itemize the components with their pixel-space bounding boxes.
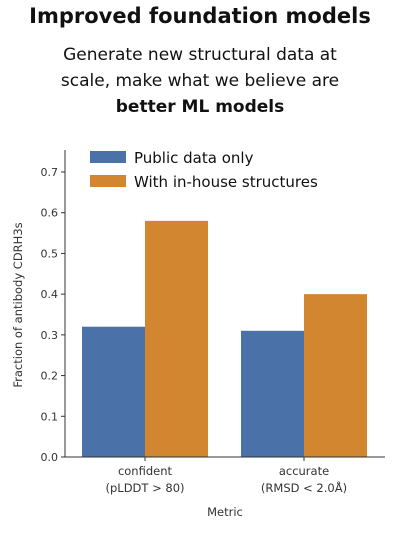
bar-inhouse-0	[145, 220, 208, 457]
y-tick-label: 0.1	[41, 410, 59, 423]
legend-swatch-1	[90, 175, 126, 187]
bar-inhouse-1	[304, 294, 367, 457]
y-tick-label: 0.5	[41, 247, 59, 260]
bar-public-0	[82, 326, 145, 457]
y-tick-label: 0.7	[41, 166, 59, 179]
legend-label-0: Public data only	[134, 149, 254, 167]
bar-public-1	[241, 330, 304, 457]
slide-title: Improved foundation models	[29, 4, 371, 28]
legend-swatch-0	[90, 151, 126, 163]
x-tick-label-sub: (RMSD < 2.0Å)	[261, 480, 347, 495]
y-tick-label: 0.0	[41, 451, 59, 464]
slide-subtitle: Generate new structural data at scale, m…	[0, 42, 400, 120]
subtitle-line-2: scale, make what we believe are	[60, 71, 340, 91]
y-axis-title: Fraction of antibody CDRH3s	[11, 222, 25, 387]
subtitle-line-1: Generate new structural data at	[63, 45, 337, 65]
y-tick-label: 0.3	[41, 329, 59, 342]
y-tick-label: 0.4	[41, 288, 59, 301]
x-tick-label-sub: (pLDDT > 80)	[106, 481, 185, 495]
x-tick-label: confident	[118, 464, 173, 478]
legend-label-1: With in-house structures	[134, 173, 318, 191]
y-tick-label: 0.6	[41, 207, 59, 220]
x-tick-label: accurate	[279, 464, 329, 478]
y-tick-label: 0.2	[41, 370, 59, 383]
x-axis-title: Metric	[207, 505, 243, 519]
subtitle-bold: better ML models	[115, 97, 285, 117]
